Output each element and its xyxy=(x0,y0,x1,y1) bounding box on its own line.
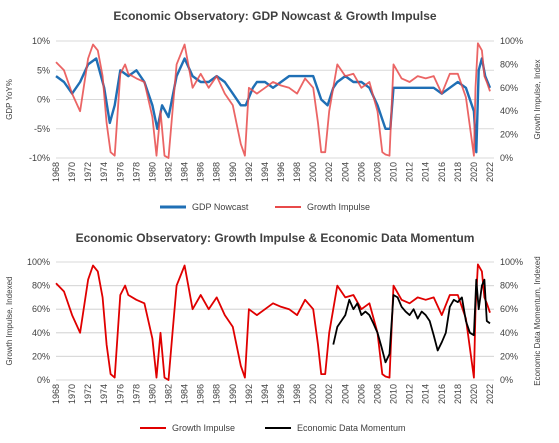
x-tick-label: 1974 xyxy=(99,162,109,182)
chart-title: Economic Observatory: Growth Impulse & E… xyxy=(76,231,475,245)
x-tick-label: 1986 xyxy=(196,162,206,182)
y2-axis-label: Growth Impulse, Index xyxy=(533,59,542,139)
x-tick-label: 2018 xyxy=(453,162,463,182)
y-axis-label: GDP YoY% xyxy=(5,79,14,120)
y2-tick-label: 40% xyxy=(500,106,518,116)
y2-tick-label: 80% xyxy=(500,281,518,291)
x-tick-label: 1994 xyxy=(260,162,270,182)
y-tick-label: 40% xyxy=(32,328,50,338)
y-tick-label: 0% xyxy=(37,95,50,105)
x-tick-label: 2014 xyxy=(421,162,431,182)
x-tick-label: 1998 xyxy=(292,384,302,404)
series-line-growth-impulse xyxy=(55,263,491,381)
y2-tick-label: 20% xyxy=(500,351,518,361)
y-tick-label: 5% xyxy=(37,65,50,75)
chart-gdp-nowcast: Economic Observatory: GDP Nowcast & Grow… xyxy=(5,9,542,212)
legend-label: Economic Data Momentum xyxy=(297,423,406,433)
x-tick-label: 2000 xyxy=(308,384,318,404)
x-tick-label: 1976 xyxy=(115,384,125,404)
x-tick-label: 2012 xyxy=(405,384,415,404)
x-tick-label: 1984 xyxy=(180,384,190,404)
x-tick-label: 2000 xyxy=(308,162,318,182)
x-tick-label: 1980 xyxy=(147,162,157,182)
x-tick-label: 1988 xyxy=(212,162,222,182)
y-tick-label: -10% xyxy=(29,153,50,163)
x-tick-label: 2010 xyxy=(389,384,399,404)
y-tick-label: 20% xyxy=(32,351,50,361)
x-tick-label: 2010 xyxy=(389,162,399,182)
chart-title: Economic Observatory: GDP Nowcast & Grow… xyxy=(113,9,437,23)
x-tick-label: 1980 xyxy=(147,384,157,404)
x-tick-label: 1998 xyxy=(292,162,302,182)
x-tick-label: 2016 xyxy=(437,162,447,182)
x-tick-label: 1978 xyxy=(131,162,141,182)
x-tick-label: 2012 xyxy=(405,162,415,182)
x-tick-label: 2022 xyxy=(485,162,495,182)
x-tick-label: 2018 xyxy=(453,384,463,404)
x-tick-label: 1976 xyxy=(115,162,125,182)
legend-label: Growth Impulse xyxy=(172,423,235,433)
legend-label: GDP Nowcast xyxy=(192,202,249,212)
y2-axis-label: Economic Data Momentum, Indexed xyxy=(533,256,542,385)
x-tick-label: 2022 xyxy=(485,384,495,404)
x-tick-label: 2004 xyxy=(340,384,350,404)
y2-tick-label: 0% xyxy=(500,375,513,385)
x-tick-label: 2020 xyxy=(469,162,479,182)
x-tick-label: 1978 xyxy=(131,384,141,404)
series-line-economic-data-momentum xyxy=(332,278,491,364)
x-tick-label: 1984 xyxy=(180,162,190,182)
x-tick-label: 1974 xyxy=(99,384,109,404)
x-tick-label: 1990 xyxy=(228,162,238,182)
y-tick-label: 0% xyxy=(37,375,50,385)
x-tick-label: 1972 xyxy=(83,162,93,182)
x-tick-label: 1986 xyxy=(196,384,206,404)
y2-tick-label: 60% xyxy=(500,83,518,93)
x-tick-label: 1996 xyxy=(276,384,286,404)
x-tick-label: 1970 xyxy=(67,384,77,404)
x-tick-label: 2016 xyxy=(437,384,447,404)
x-tick-label: 2008 xyxy=(372,384,382,404)
y2-tick-label: 20% xyxy=(500,130,518,140)
y2-tick-label: 100% xyxy=(500,257,523,267)
x-tick-label: 2008 xyxy=(372,162,382,182)
x-tick-label: 2002 xyxy=(324,162,334,182)
y-axis-label: Growth Impulse, Indexed xyxy=(5,277,14,366)
x-tick-label: 1988 xyxy=(212,384,222,404)
x-tick-label: 1968 xyxy=(51,162,61,182)
x-tick-label: 2006 xyxy=(356,162,366,182)
series-line-growth-impulse xyxy=(55,42,491,159)
y-tick-label: 10% xyxy=(32,36,50,46)
y2-tick-label: 100% xyxy=(500,36,523,46)
x-tick-label: 1992 xyxy=(244,384,254,404)
x-tick-label: 1994 xyxy=(260,384,270,404)
y2-tick-label: 0% xyxy=(500,153,513,163)
x-tick-label: 1982 xyxy=(164,162,174,182)
x-tick-label: 2014 xyxy=(421,384,431,404)
x-tick-label: 2020 xyxy=(469,384,479,404)
x-tick-label: 1990 xyxy=(228,384,238,404)
x-tick-label: 1970 xyxy=(67,162,77,182)
x-tick-label: 1982 xyxy=(164,384,174,404)
x-tick-label: 2006 xyxy=(356,384,366,404)
y-tick-label: 60% xyxy=(32,304,50,314)
y-tick-label: 80% xyxy=(32,281,50,291)
x-tick-label: 2004 xyxy=(340,162,350,182)
chart-growth-momentum: Economic Observatory: Growth Impulse & E… xyxy=(5,231,542,433)
x-tick-label: 1996 xyxy=(276,162,286,182)
y-tick-label: 100% xyxy=(27,257,50,267)
y-tick-label: -5% xyxy=(34,124,50,134)
x-tick-label: 1968 xyxy=(51,384,61,404)
legend-label: Growth Impulse xyxy=(307,202,370,212)
y2-tick-label: 40% xyxy=(500,328,518,338)
x-tick-label: 1972 xyxy=(83,384,93,404)
x-tick-label: 1992 xyxy=(244,162,254,182)
y2-tick-label: 60% xyxy=(500,304,518,314)
y2-tick-label: 80% xyxy=(500,59,518,69)
series-line-gdp-nowcast xyxy=(55,57,492,154)
x-tick-label: 2002 xyxy=(324,384,334,404)
